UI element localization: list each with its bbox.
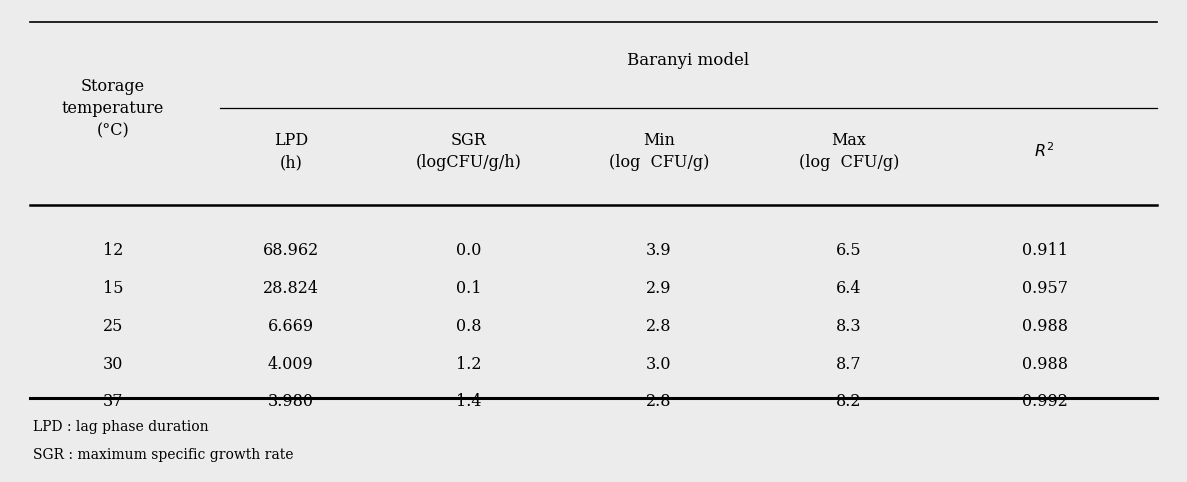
Text: 2.8: 2.8 [646, 393, 672, 411]
Text: 0.0: 0.0 [456, 242, 482, 259]
Text: Baranyi model: Baranyi model [628, 52, 749, 69]
Text: LPD : lag phase duration: LPD : lag phase duration [33, 419, 209, 434]
Text: 0.988: 0.988 [1022, 356, 1067, 373]
Text: 6.5: 6.5 [836, 242, 862, 259]
Text: 1.2: 1.2 [456, 356, 482, 373]
Text: 30: 30 [102, 356, 123, 373]
Text: 1.4: 1.4 [456, 393, 482, 411]
Text: 6.669: 6.669 [268, 318, 313, 335]
Text: 0.8: 0.8 [456, 318, 482, 335]
Text: 0.988: 0.988 [1022, 318, 1067, 335]
Text: Max
(log  CFU/g): Max (log CFU/g) [799, 132, 899, 172]
Text: 68.962: 68.962 [262, 242, 319, 259]
Text: 0.1: 0.1 [456, 280, 482, 297]
Text: SGR : maximum specific growth rate: SGR : maximum specific growth rate [33, 448, 293, 463]
Text: 3.0: 3.0 [646, 356, 672, 373]
Text: 2.9: 2.9 [646, 280, 672, 297]
Text: 15: 15 [102, 280, 123, 297]
Text: 8.7: 8.7 [836, 356, 862, 373]
Text: 12: 12 [102, 242, 123, 259]
Text: 8.2: 8.2 [836, 393, 862, 411]
Text: 2.8: 2.8 [646, 318, 672, 335]
Text: 25: 25 [102, 318, 123, 335]
Text: Min
(log  CFU/g): Min (log CFU/g) [609, 132, 709, 172]
Text: 8.3: 8.3 [836, 318, 862, 335]
Text: 0.992: 0.992 [1022, 393, 1067, 411]
Text: 6.4: 6.4 [836, 280, 862, 297]
Text: Storage
temperature
(°C): Storage temperature (°C) [62, 78, 164, 139]
Text: 0.957: 0.957 [1022, 280, 1067, 297]
Text: 3.9: 3.9 [646, 242, 672, 259]
Text: $R^2$: $R^2$ [1034, 143, 1055, 161]
Text: 4.009: 4.009 [268, 356, 313, 373]
Text: 3.980: 3.980 [268, 393, 313, 411]
Text: LPD
(h): LPD (h) [274, 132, 307, 172]
Text: SGR
(logCFU/g/h): SGR (logCFU/g/h) [415, 132, 522, 172]
Text: 28.824: 28.824 [262, 280, 319, 297]
Text: 37: 37 [102, 393, 123, 411]
Text: 0.911: 0.911 [1022, 242, 1067, 259]
